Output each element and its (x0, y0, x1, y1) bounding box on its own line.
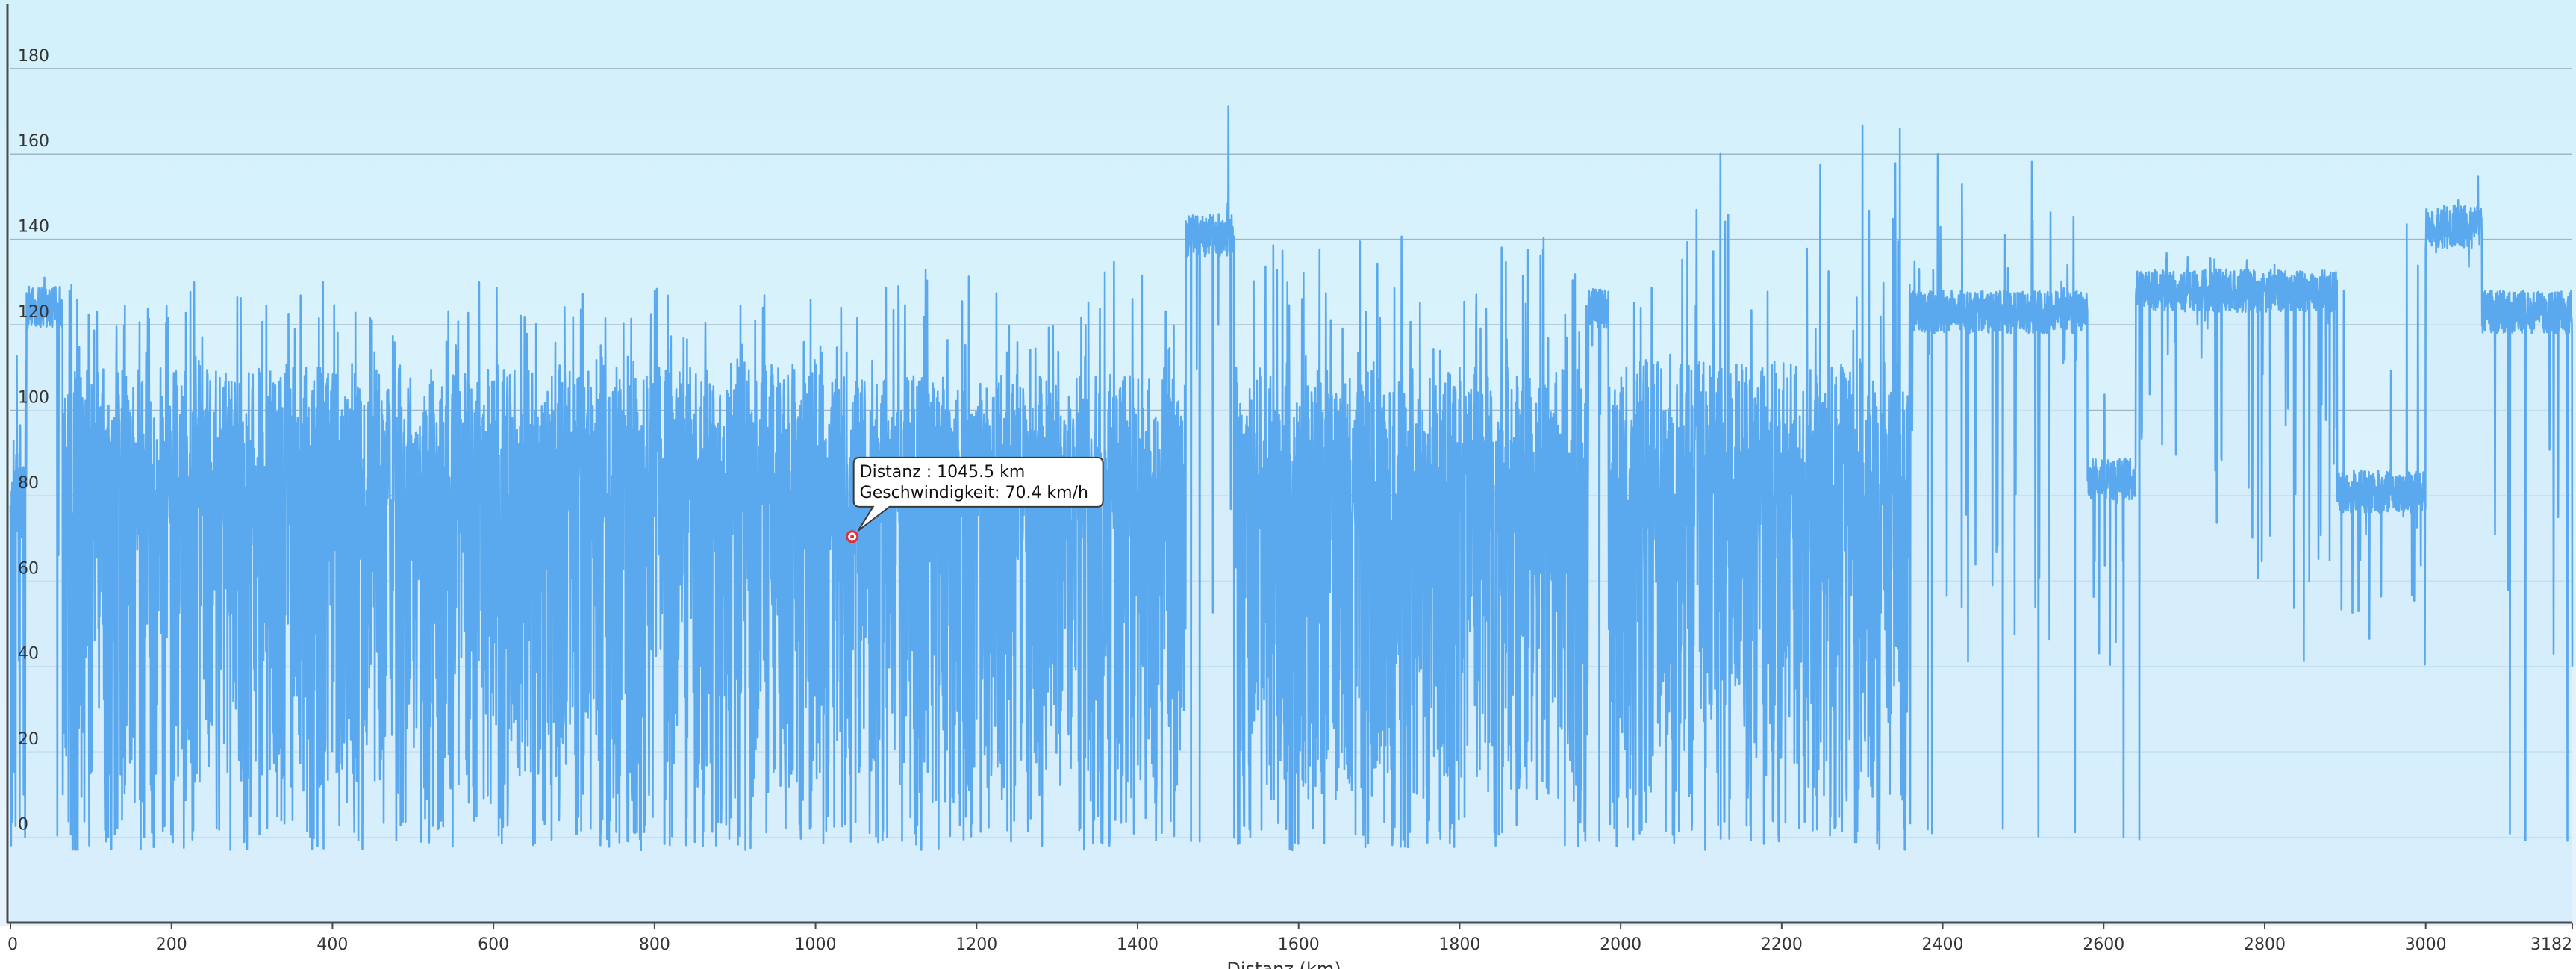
hover-point-dot (850, 535, 855, 539)
y-tick-label: 160 (18, 132, 49, 151)
x-tick-label: 200 (156, 935, 187, 954)
y-tick-label: 100 (18, 388, 49, 407)
hover-tooltip[interactable]: Distanz : 1045.5 km Geschwindigkeit: 70.4… (846, 456, 1104, 543)
x-tick-label: 600 (478, 935, 509, 954)
y-tick-label: 40 (18, 645, 39, 664)
x-tick-label: 2800 (2244, 935, 2286, 954)
x-tick-label: 800 (639, 935, 670, 954)
x-tick-label: 2200 (1761, 935, 1803, 954)
x-tick-label: 0 (7, 935, 18, 954)
x-tick-label: 3000 (2405, 935, 2447, 954)
x-tick-label: 1400 (1117, 935, 1158, 954)
x-tick-label: 2600 (2083, 935, 2124, 954)
y-tick-label: 140 (18, 218, 49, 237)
x-tick-label: 1000 (795, 935, 837, 954)
axes (6, 4, 2572, 924)
speed-series (9, 105, 2574, 923)
x-tick-label: 3182 (2530, 935, 2572, 954)
x-tick-label: 1600 (1278, 935, 1320, 954)
y-tick-labels: 0 20 40 60 80 100 120 140 160 180 (18, 47, 49, 835)
x-tick-label: 1800 (1438, 935, 1480, 954)
x-tick-labels: 0 200 400 600 800 1000 1200 1400 1600 1800 2000 220… (7, 923, 2573, 954)
y-tick-label: 60 (18, 559, 39, 578)
x-tick-label: 2400 (1922, 935, 1964, 954)
tooltip-box (852, 456, 1104, 532)
speed-series-line (9, 105, 2574, 851)
tooltip-speed: Geschwindigkeit: 70.4 km/h (860, 484, 1088, 502)
y-tick-label: 80 (18, 474, 39, 493)
y-tick-label: 120 (18, 303, 49, 322)
y-tick-label: 180 (18, 47, 49, 66)
x-axis-title: Distanz (km) (1226, 959, 1341, 969)
x-tick-label: 400 (316, 935, 348, 954)
x-tick-label: 1200 (955, 935, 997, 954)
y-tick-label: 0 (18, 816, 28, 835)
tooltip-distance: Distanz : 1045.5 km (860, 463, 1026, 482)
x-tick-label: 2000 (1600, 935, 1641, 954)
y-tick-label: 20 (18, 730, 39, 749)
